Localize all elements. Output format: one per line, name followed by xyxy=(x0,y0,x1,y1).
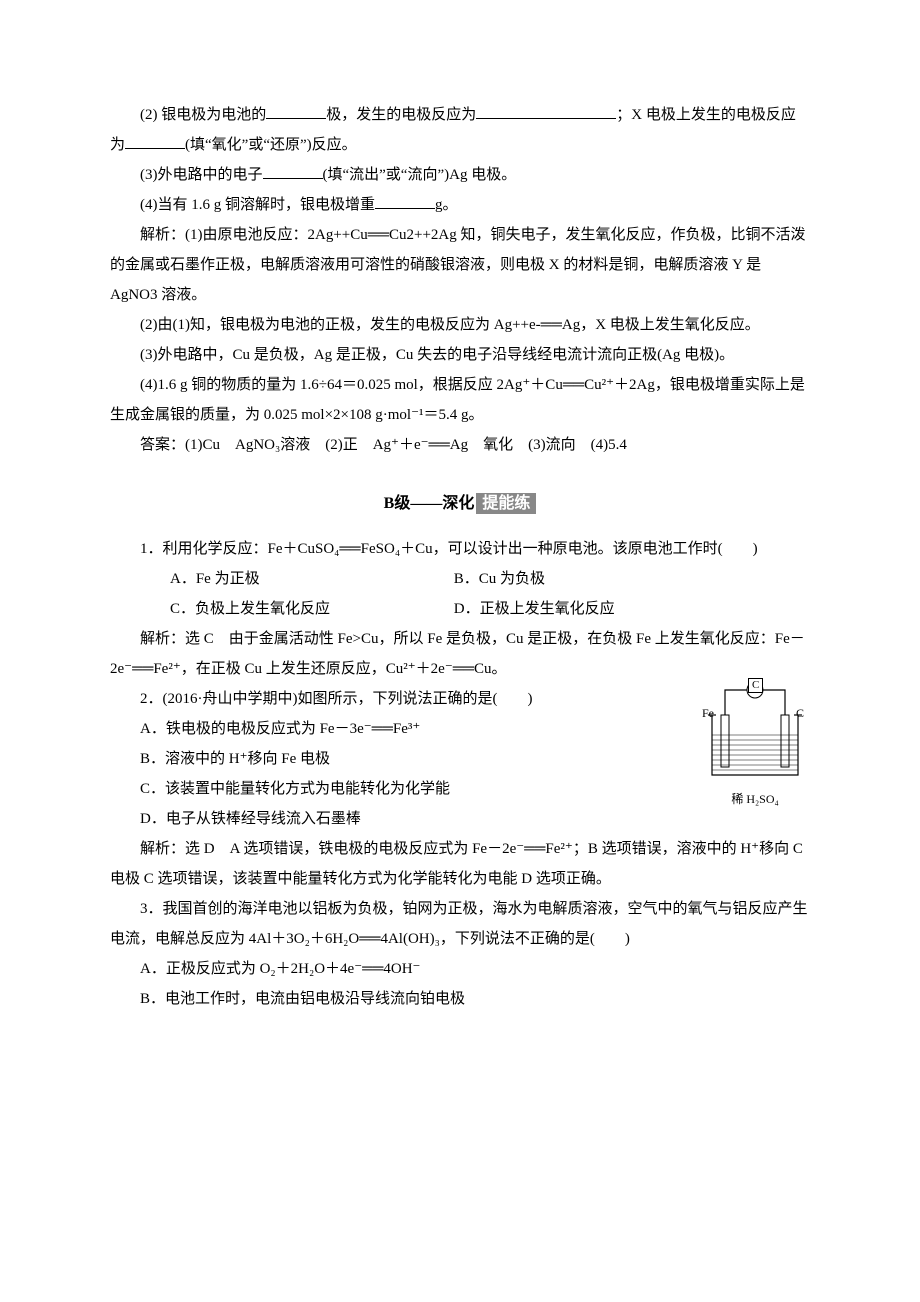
explanation-4: (4)1.6 g 铜的物质的量为 1.6÷64＝0.025 mol，根据反应 2… xyxy=(110,370,810,430)
section-prefix: B级——深化 xyxy=(384,495,475,512)
answer: 答案：(1)Cu AgNO₃溶液 (2)正 Ag⁺＋e⁻══Ag 氧化 (3)流… xyxy=(110,430,810,460)
option-a: A．Fe 为正极 xyxy=(140,564,420,594)
solution-label: 稀 H₂SO₄ xyxy=(700,792,810,806)
electrode-c-label: C xyxy=(796,706,804,720)
option-c: C．负极上发生氧化反应 xyxy=(140,594,420,624)
option-b: B．Cu 为负极 xyxy=(424,564,545,594)
blank xyxy=(125,133,185,149)
b-q1-explanation: 解析：选 C 由于金属活动性 Fe>Cu，所以 Fe 是负极，Cu 是正极，在负… xyxy=(110,624,810,684)
explanation-2: (2)由(1)知，银电极为电池的正极，发生的电极反应为 Ag++e-══Ag，X… xyxy=(110,310,810,340)
b-q1-options-row1: A．Fe 为正极 B．Cu 为负极 xyxy=(110,564,810,594)
b-q3-stem: 3．我国首创的海洋电池以铝板为负极，铂网为正极，海水为电解质溶液，空气中的氧气与… xyxy=(110,894,810,954)
option-d: D．电子从铁棒经导线流入石墨棒 xyxy=(110,804,810,834)
b-q1-options-row2: C．负极上发生氧化反应 D．正极上发生氧化反应 xyxy=(110,594,810,624)
galvanometer-label: C xyxy=(748,678,763,693)
option-a: A．正极反应式为 O₂＋2H₂O＋4e⁻══4OH⁻ xyxy=(110,954,810,984)
explanation-3: (3)外电路中，Cu 是负极，Ag 是正极，Cu 失去的电子沿导线经电流计流向正… xyxy=(110,340,810,370)
b-q2-block: C Fe C 稀 H₂SO₄ 2．(2016·舟山中学期中)如 xyxy=(110,684,810,834)
electrode-fe-label: Fe xyxy=(702,706,714,720)
section-box: 提能练 xyxy=(476,493,536,514)
beaker-svg xyxy=(700,680,810,790)
explanation-1: 解析：(1)由原电池反应：2Ag++Cu══Cu2++2Ag 知，铜失电子，发生… xyxy=(110,220,810,310)
b-q2-explanation: 解析：选 D A 选项错误，铁电极的电极反应式为 Fe－2e⁻══Fe²⁺；B … xyxy=(110,834,810,894)
option-b: B．电池工作时，电流由铝电极沿导线流向铂电极 xyxy=(110,984,810,1014)
blank xyxy=(266,103,326,119)
section-b-header: B级——深化提能练 xyxy=(110,488,810,520)
beaker-figure: C Fe C 稀 H₂SO₄ xyxy=(700,680,810,806)
question-2: (2) 银电极为电池的极，发生的电极反应为；X 电极上发生的电极反应为(填“氧化… xyxy=(110,100,810,160)
b-q1-stem: 1．利用化学反应：Fe＋CuSO₄══FeSO₄＋Cu，可以设计出一种原电池。该… xyxy=(110,534,810,564)
blank xyxy=(375,193,435,209)
option-d: D．正极上发生氧化反应 xyxy=(424,594,615,624)
blank xyxy=(476,103,616,119)
question-3: (3)外电路中的电子(填“流出”或“流向”)Ag 电极。 xyxy=(110,160,810,190)
question-4: (4)当有 1.6 g 铜溶解时，银电极增重g。 xyxy=(110,190,810,220)
blank xyxy=(263,163,323,179)
